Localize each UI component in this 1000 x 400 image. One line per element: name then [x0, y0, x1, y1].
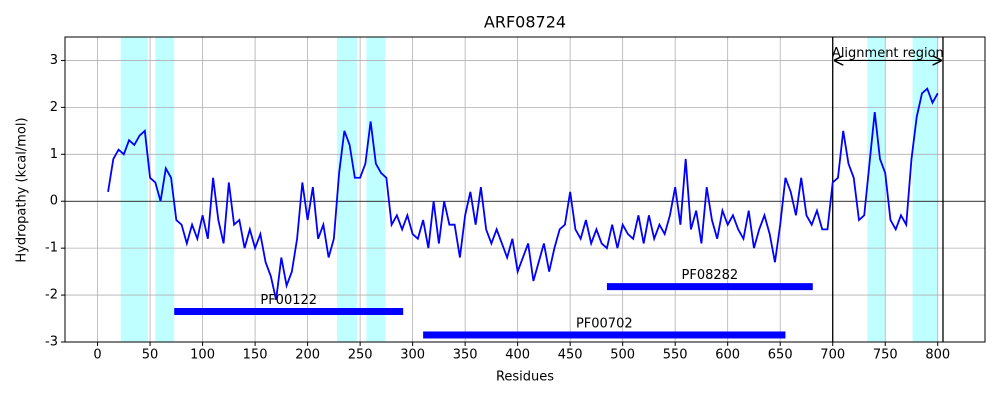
annotation-text: Alignment region — [832, 46, 944, 61]
domain-bar — [423, 331, 786, 339]
y-tick-label: -2 — [45, 288, 58, 303]
tm-region — [867, 37, 886, 342]
x-axis-label: Residues — [496, 370, 554, 385]
domain-bar — [606, 283, 813, 291]
tm-region — [912, 37, 938, 342]
x-tick-label: 400 — [505, 348, 530, 363]
tm-region — [155, 37, 175, 342]
y-axis-label: Hydropathy (kcal/mol) — [15, 117, 30, 262]
domain-bar — [174, 308, 404, 315]
y-tick-label: 1 — [50, 147, 58, 162]
y-tick-label: 0 — [50, 194, 58, 209]
x-tick-label: 800 — [925, 348, 950, 363]
x-tick-label: 250 — [348, 348, 373, 363]
x-tick-label: 750 — [873, 348, 898, 363]
x-tick-label: 600 — [715, 348, 740, 363]
x-tick-label: 150 — [243, 348, 268, 363]
x-tick-label: 200 — [295, 348, 320, 363]
y-tick-label: -3 — [45, 335, 58, 350]
y-tick-label: 2 — [50, 100, 58, 115]
plot-area — [65, 37, 985, 342]
x-tick-label: 500 — [610, 348, 635, 363]
x-tick-label: 50 — [142, 348, 159, 363]
tm-region — [366, 37, 386, 342]
x-tick-label: 450 — [558, 348, 583, 363]
x-tick-label: 0 — [93, 348, 101, 363]
tm-region — [120, 37, 148, 342]
domain-label: PF00122 — [260, 293, 317, 308]
domain-label: PF08282 — [682, 268, 739, 283]
x-tick-label: 650 — [768, 348, 793, 363]
axes-frame — [64, 36, 986, 343]
chart-title: ARF08724 — [484, 13, 566, 32]
tm-region — [337, 37, 357, 342]
x-tick-label: 350 — [453, 348, 478, 363]
x-tick-label: 550 — [663, 348, 688, 363]
domain-label: PF00702 — [576, 316, 633, 331]
hydropathy-line — [107, 87, 939, 300]
x-tick-label: 700 — [820, 348, 845, 363]
y-tick-label: 3 — [50, 53, 58, 68]
x-tick-label: 300 — [400, 348, 425, 363]
y-tick-label: -1 — [45, 241, 58, 256]
x-tick-label: 100 — [190, 348, 215, 363]
